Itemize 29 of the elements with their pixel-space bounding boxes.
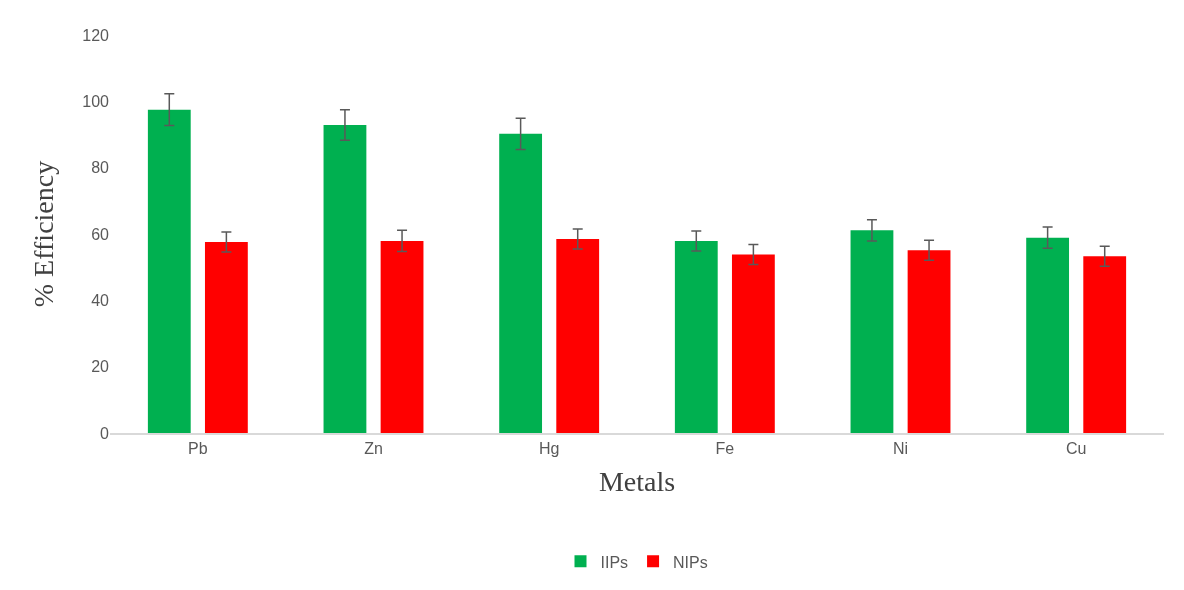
x-tick-label: Fe <box>715 440 735 458</box>
bar <box>731 254 775 433</box>
bar <box>204 241 248 433</box>
bar <box>323 124 367 433</box>
y-tick-label: 20 <box>91 358 110 376</box>
x-tick-label: Pb <box>188 440 208 458</box>
x-axis-title: Metals <box>598 465 676 497</box>
y-tick-label: 40 <box>91 291 110 309</box>
bar <box>147 109 191 433</box>
bar <box>1083 256 1127 433</box>
y-tick-label: 80 <box>91 159 110 177</box>
bar <box>499 133 543 433</box>
bar <box>380 240 424 433</box>
legend-label: IIPs <box>600 553 629 571</box>
y-tick-label: 100 <box>82 92 110 110</box>
bar <box>556 238 600 433</box>
y-axis-title: % Efficiency <box>28 160 59 308</box>
x-tick-label: Cu <box>1065 440 1087 458</box>
x-tick-label: Zn <box>364 440 383 458</box>
bar <box>674 240 718 433</box>
bar <box>1026 237 1070 433</box>
y-tick-label: 0 <box>100 424 110 442</box>
x-tick-label: Ni <box>892 440 909 458</box>
y-tick-label: 120 <box>82 26 110 44</box>
x-tick-label: Hg <box>538 440 560 458</box>
legend-label: NIPs <box>673 553 708 571</box>
bar <box>850 230 894 433</box>
y-tick-label: 60 <box>91 225 110 243</box>
bar <box>907 250 951 433</box>
